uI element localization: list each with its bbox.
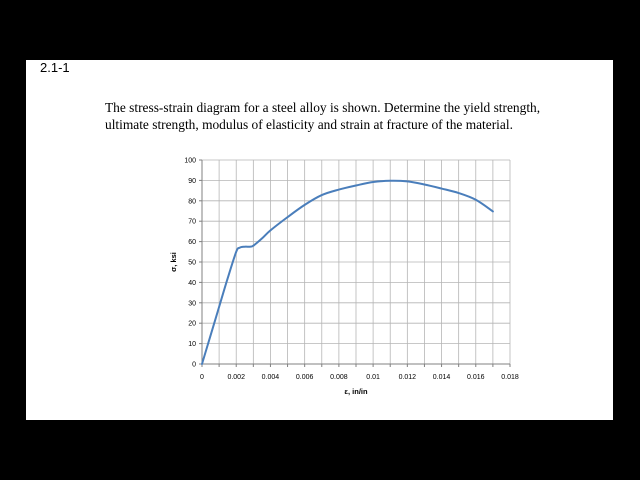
y-tick-label: 30 [188,300,196,307]
x-axis-title: ε, in/in [344,387,368,396]
y-axis-title: σ, ksi [169,252,178,272]
y-tick-label: 80 [188,198,196,205]
x-tick-label: 0.014 [433,374,451,381]
stress-strain-curve [201,179,494,365]
x-tick-label: 0.012 [399,374,417,381]
y-tick-label: 20 [188,321,196,328]
y-tick-label: 90 [188,178,196,185]
x-tick-label: 0.002 [227,374,245,381]
y-tick-label: 50 [188,260,196,267]
problem-statement: The stress-strain diagram for a steel al… [105,100,541,132]
y-tick-label: 70 [188,219,196,226]
x-tick-label: 0 [200,374,204,381]
y-tick-label: 0 [192,362,196,369]
problem-number: 2.1-1 [40,60,70,75]
y-tick-label: 10 [188,341,196,348]
x-tick-label: 0.004 [262,374,280,381]
y-tick-label: 40 [188,280,196,287]
x-tick-label: 0.01 [366,374,380,381]
x-tick-label: 0.006 [296,374,314,381]
x-tick-label: 0.018 [501,374,519,381]
x-tick-label: 0.008 [330,374,348,381]
y-tick-label: 100 [184,158,196,165]
x-tick-label: 0.016 [467,374,485,381]
y-tick-label: 60 [188,239,196,246]
